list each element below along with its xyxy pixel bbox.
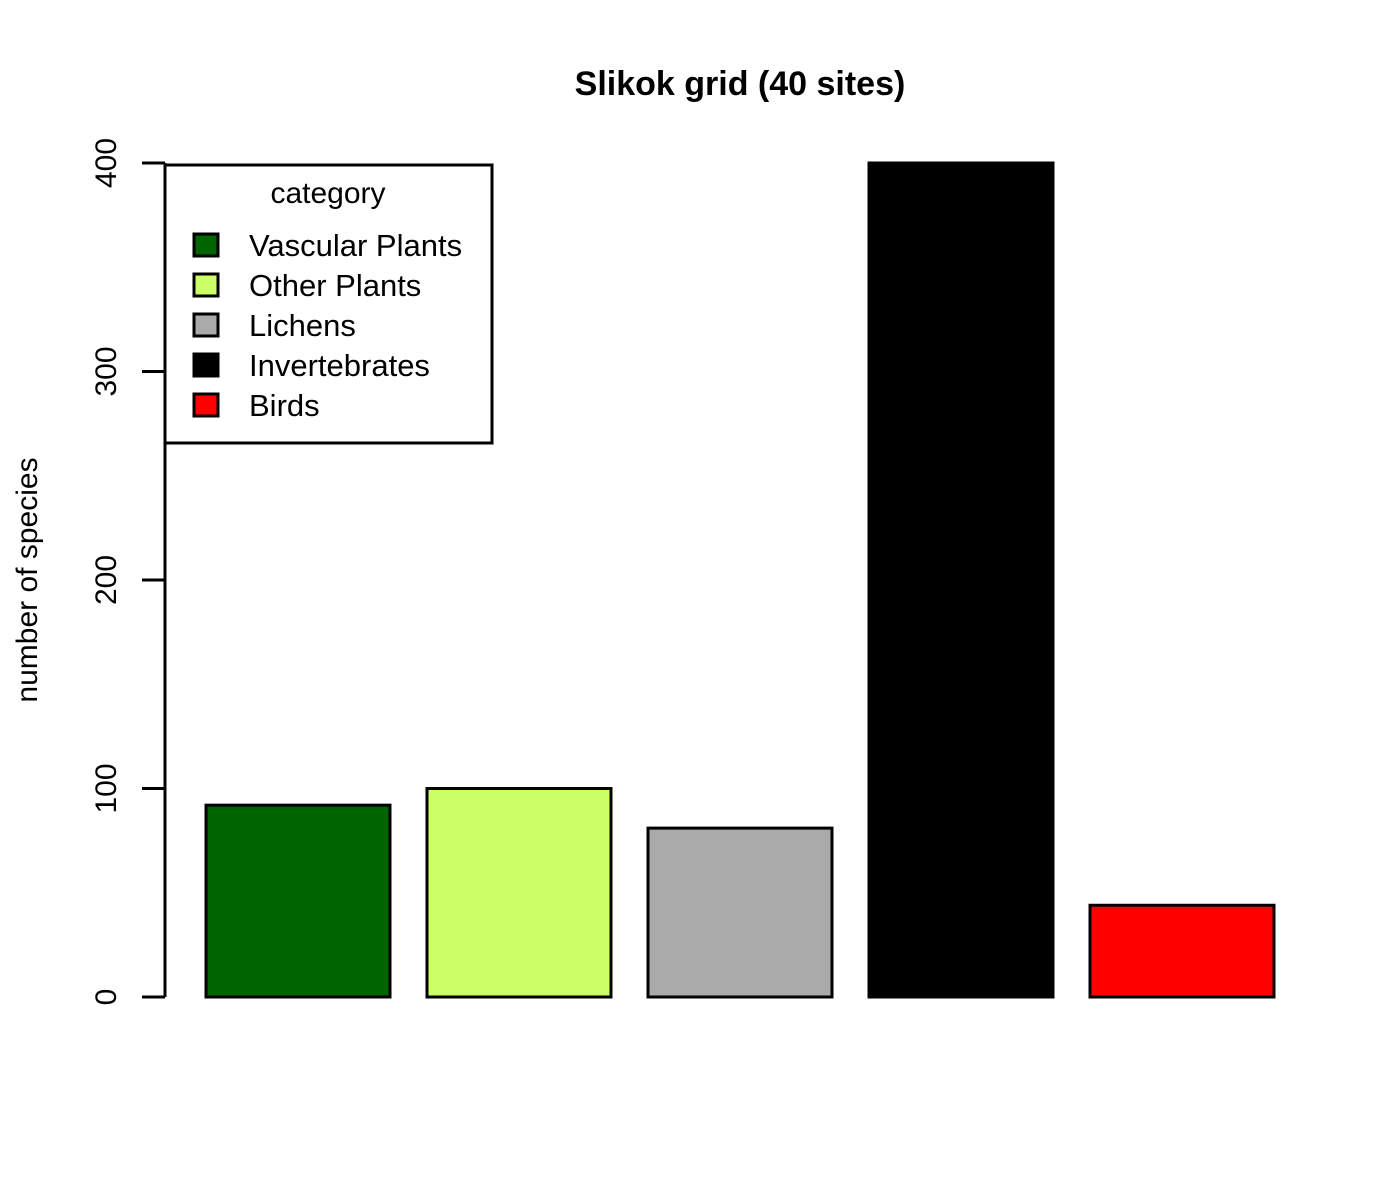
bar-lichens	[646, 826, 834, 999]
y-ticks: 0 100 200 300 400	[90, 138, 165, 1005]
bars	[204, 161, 1276, 999]
y-tick-label: 100	[90, 763, 123, 813]
bar-invertebrates	[867, 161, 1055, 999]
legend-label: Other Plants	[249, 268, 421, 303]
y-tick-label: 400	[90, 138, 123, 188]
bar-vascular-plants	[204, 803, 392, 999]
legend-label: Birds	[249, 388, 320, 423]
legend-swatch	[192, 272, 220, 298]
y-axis: 0 100 200 300 400	[90, 138, 167, 1005]
bar-birds	[1088, 903, 1276, 999]
bar-other-plants	[425, 787, 613, 999]
legend-label: Vascular Plants	[249, 228, 462, 263]
legend: category Vascular Plants Other Plants Lich…	[163, 163, 494, 445]
legend-swatch	[192, 312, 220, 338]
y-tick-label: 200	[90, 555, 123, 605]
legend-items: Vascular Plants Other Plants Lichens Invert…	[192, 228, 462, 423]
y-tick-label: 300	[90, 346, 123, 396]
chart-title: Slikok grid (40 sites)	[575, 65, 906, 103]
legend-title: category	[270, 177, 385, 210]
y-tick-label: 0	[90, 989, 123, 1006]
legend-label: Invertebrates	[249, 348, 430, 383]
legend-swatch	[192, 232, 220, 258]
legend-label: Lichens	[249, 308, 356, 343]
legend-swatch	[192, 352, 220, 378]
y-axis-title: number of species	[11, 457, 44, 702]
legend-swatch	[192, 392, 220, 418]
